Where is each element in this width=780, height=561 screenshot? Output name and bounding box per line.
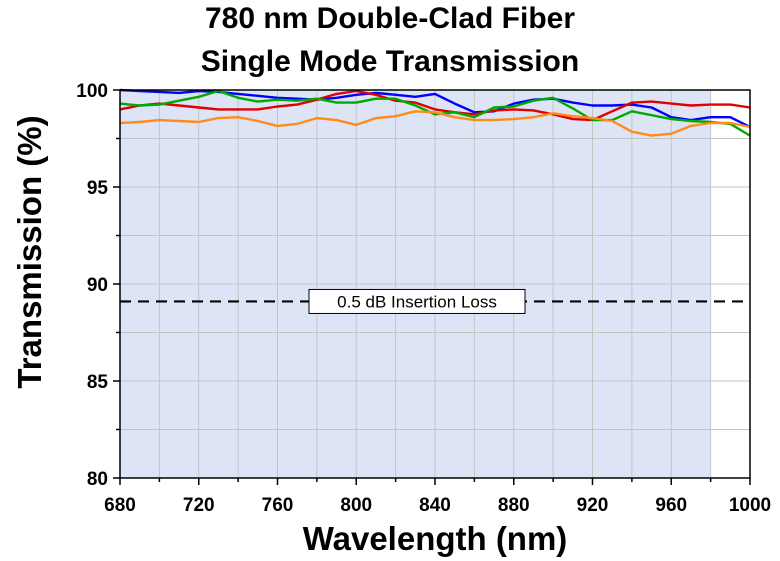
x-tick-label: 680 bbox=[104, 495, 136, 516]
x-tick-label: 760 bbox=[262, 495, 294, 516]
x-tick-label: 920 bbox=[577, 495, 609, 516]
series-line-4 bbox=[119, 110, 751, 137]
y-axis-label: Transmission (%) bbox=[11, 115, 48, 389]
x-tick-label: 840 bbox=[419, 495, 451, 516]
chart-title-line-1: 780 nm Double-Clad Fiber bbox=[204, 2, 576, 35]
x-tick-label: 960 bbox=[655, 495, 687, 516]
series-line-2 bbox=[119, 89, 751, 122]
reference-label: 0.5 dB Insertion Loss bbox=[337, 292, 497, 311]
x-axis-label: Wavelength (nm) bbox=[302, 520, 568, 557]
y-tick-label: 85 bbox=[87, 372, 109, 393]
reference-label-box bbox=[308, 288, 526, 314]
y-tick-label: 100 bbox=[76, 81, 108, 102]
y-tick-label: 80 bbox=[87, 469, 108, 490]
series-line-3 bbox=[119, 89, 751, 137]
x-tick-label: 1000 bbox=[729, 495, 771, 516]
chart-title-line-2: Single Mode Transmission bbox=[200, 45, 580, 78]
x-tick-label: 720 bbox=[183, 495, 215, 516]
y-tick-label: 90 bbox=[87, 275, 108, 296]
y-tick-label: 95 bbox=[87, 178, 109, 199]
x-tick-label: 800 bbox=[340, 495, 372, 516]
x-tick-label: 880 bbox=[498, 495, 530, 516]
